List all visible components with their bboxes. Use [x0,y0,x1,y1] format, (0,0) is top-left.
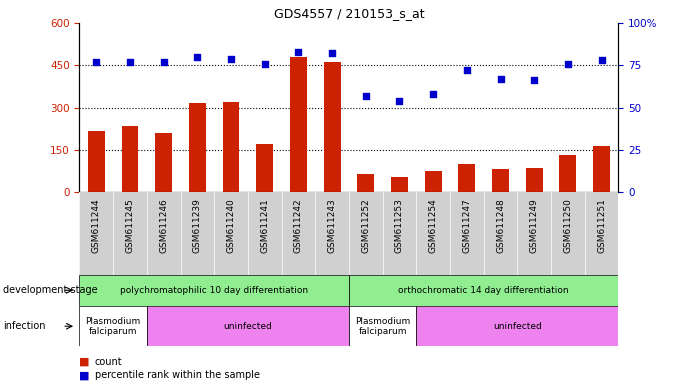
Bar [349,275,618,306]
Bar [349,306,416,346]
Text: GSM611251: GSM611251 [597,199,606,253]
Bar [189,103,206,192]
Bar [290,57,307,192]
Point [428,91,439,97]
Text: GSM611254: GSM611254 [428,199,437,253]
Bar [425,171,442,192]
Bar [458,164,475,192]
Point [293,49,304,55]
Text: uninfected: uninfected [493,322,542,331]
Point [596,57,607,63]
Point [158,59,169,65]
Point [360,93,371,99]
Text: uninfected: uninfected [223,322,272,331]
Point [327,50,338,56]
Text: GSM611245: GSM611245 [126,199,135,253]
Bar [146,306,349,346]
Bar [88,131,105,192]
Text: Plasmodium
falciparum: Plasmodium falciparum [355,316,410,336]
Text: orthochromatic 14 day differentiation: orthochromatic 14 day differentiation [399,286,569,295]
Bar [593,146,610,192]
Text: count: count [95,357,122,367]
Point [225,55,236,61]
Point [562,61,574,67]
Text: GSM611241: GSM611241 [261,199,269,253]
Text: development stage: development stage [3,285,98,295]
Text: GSM611248: GSM611248 [496,199,505,253]
Bar [560,156,576,192]
Text: polychromatophilic 10 day differentiation: polychromatophilic 10 day differentiatio… [120,286,308,295]
Title: GDS4557 / 210153_s_at: GDS4557 / 210153_s_at [274,7,424,20]
Text: GSM611243: GSM611243 [328,199,337,253]
Text: GSM611250: GSM611250 [563,199,572,253]
Point [192,54,203,60]
Bar [323,63,341,192]
Point [529,78,540,84]
Bar [526,168,542,192]
Bar [416,306,618,346]
Text: GSM611253: GSM611253 [395,199,404,253]
Bar [391,177,408,192]
Text: GSM611240: GSM611240 [227,199,236,253]
Text: GSM611247: GSM611247 [462,199,471,253]
Text: Plasmodium
falciparum: Plasmodium falciparum [86,316,141,336]
Point [495,76,506,82]
Bar [79,275,349,306]
Text: infection: infection [3,321,46,331]
Text: GSM611246: GSM611246 [159,199,168,253]
Point [124,59,135,65]
Point [259,61,270,67]
Bar [79,306,146,346]
Bar [256,144,273,192]
Bar [122,126,138,192]
Bar [492,169,509,192]
Text: ■: ■ [79,357,90,367]
Bar [357,174,375,192]
Text: GSM611242: GSM611242 [294,199,303,253]
Text: GSM611249: GSM611249 [530,199,539,253]
Point [91,59,102,65]
Bar [223,102,240,192]
Text: GSM611252: GSM611252 [361,199,370,253]
Point [394,98,405,104]
Text: percentile rank within the sample: percentile rank within the sample [95,370,260,380]
Bar [155,133,172,192]
Text: ■: ■ [79,370,90,380]
Text: GSM611239: GSM611239 [193,199,202,253]
Text: GSM611244: GSM611244 [92,199,101,253]
Point [462,67,473,73]
